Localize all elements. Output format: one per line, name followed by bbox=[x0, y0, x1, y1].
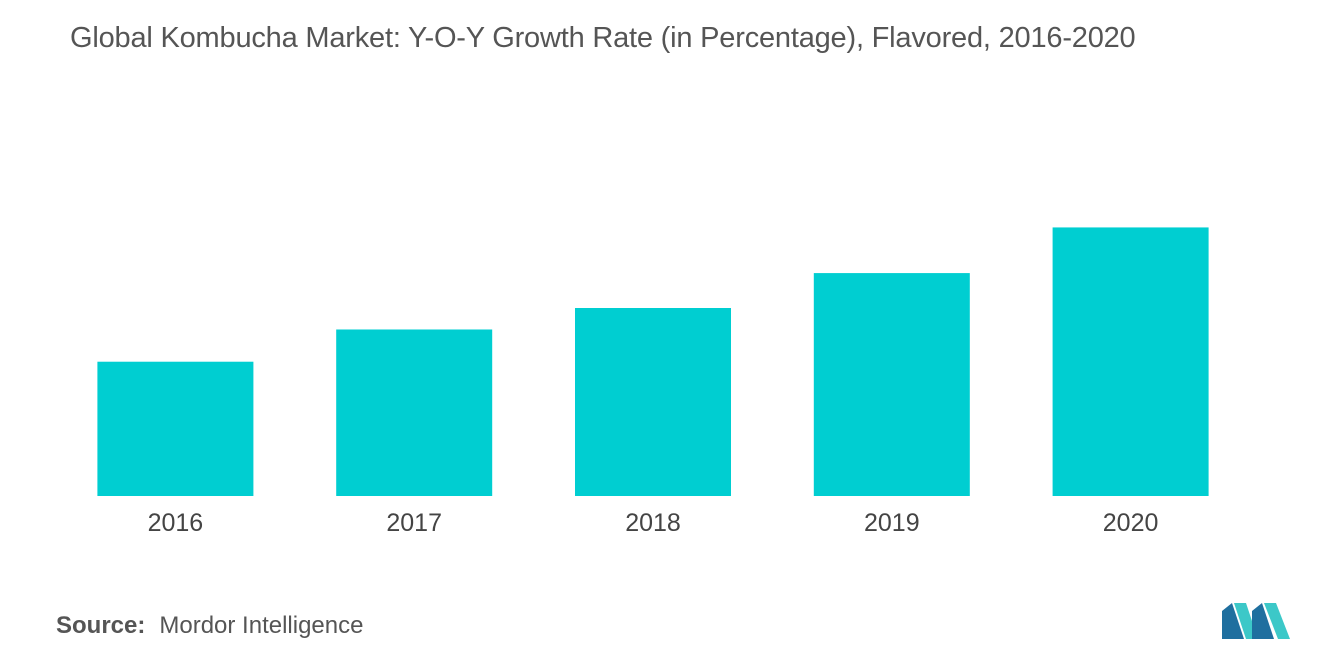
mordor-intelligence-logo-icon bbox=[1222, 603, 1290, 639]
x-tick-label-2018: 2018 bbox=[625, 509, 681, 537]
bar-2018 bbox=[575, 308, 731, 496]
bar-2016 bbox=[97, 361, 254, 496]
source-label: Source: bbox=[56, 612, 146, 639]
bar-chart: 2016 2017 2018 2019 2020 bbox=[97, 227, 1209, 537]
bar-2019 bbox=[813, 273, 970, 496]
x-tick-labels-group: 2016 2017 2018 2019 2020 bbox=[148, 509, 1159, 537]
source-value: Mordor Intelligence bbox=[159, 612, 364, 639]
bar-2020 bbox=[1052, 227, 1209, 496]
x-tick-label-2016: 2016 bbox=[148, 509, 204, 537]
x-tick-label-2020: 2020 bbox=[1103, 509, 1159, 537]
x-tick-label-2019: 2019 bbox=[864, 509, 920, 537]
source-footer: Source: Mordor Intelligence bbox=[56, 612, 363, 640]
chart-title: Global Kombucha Market: Y-O-Y Growth Rat… bbox=[70, 22, 1136, 54]
x-tick-label-2017: 2017 bbox=[386, 509, 442, 537]
bars-group bbox=[97, 227, 1209, 496]
bar-2017 bbox=[336, 329, 493, 496]
